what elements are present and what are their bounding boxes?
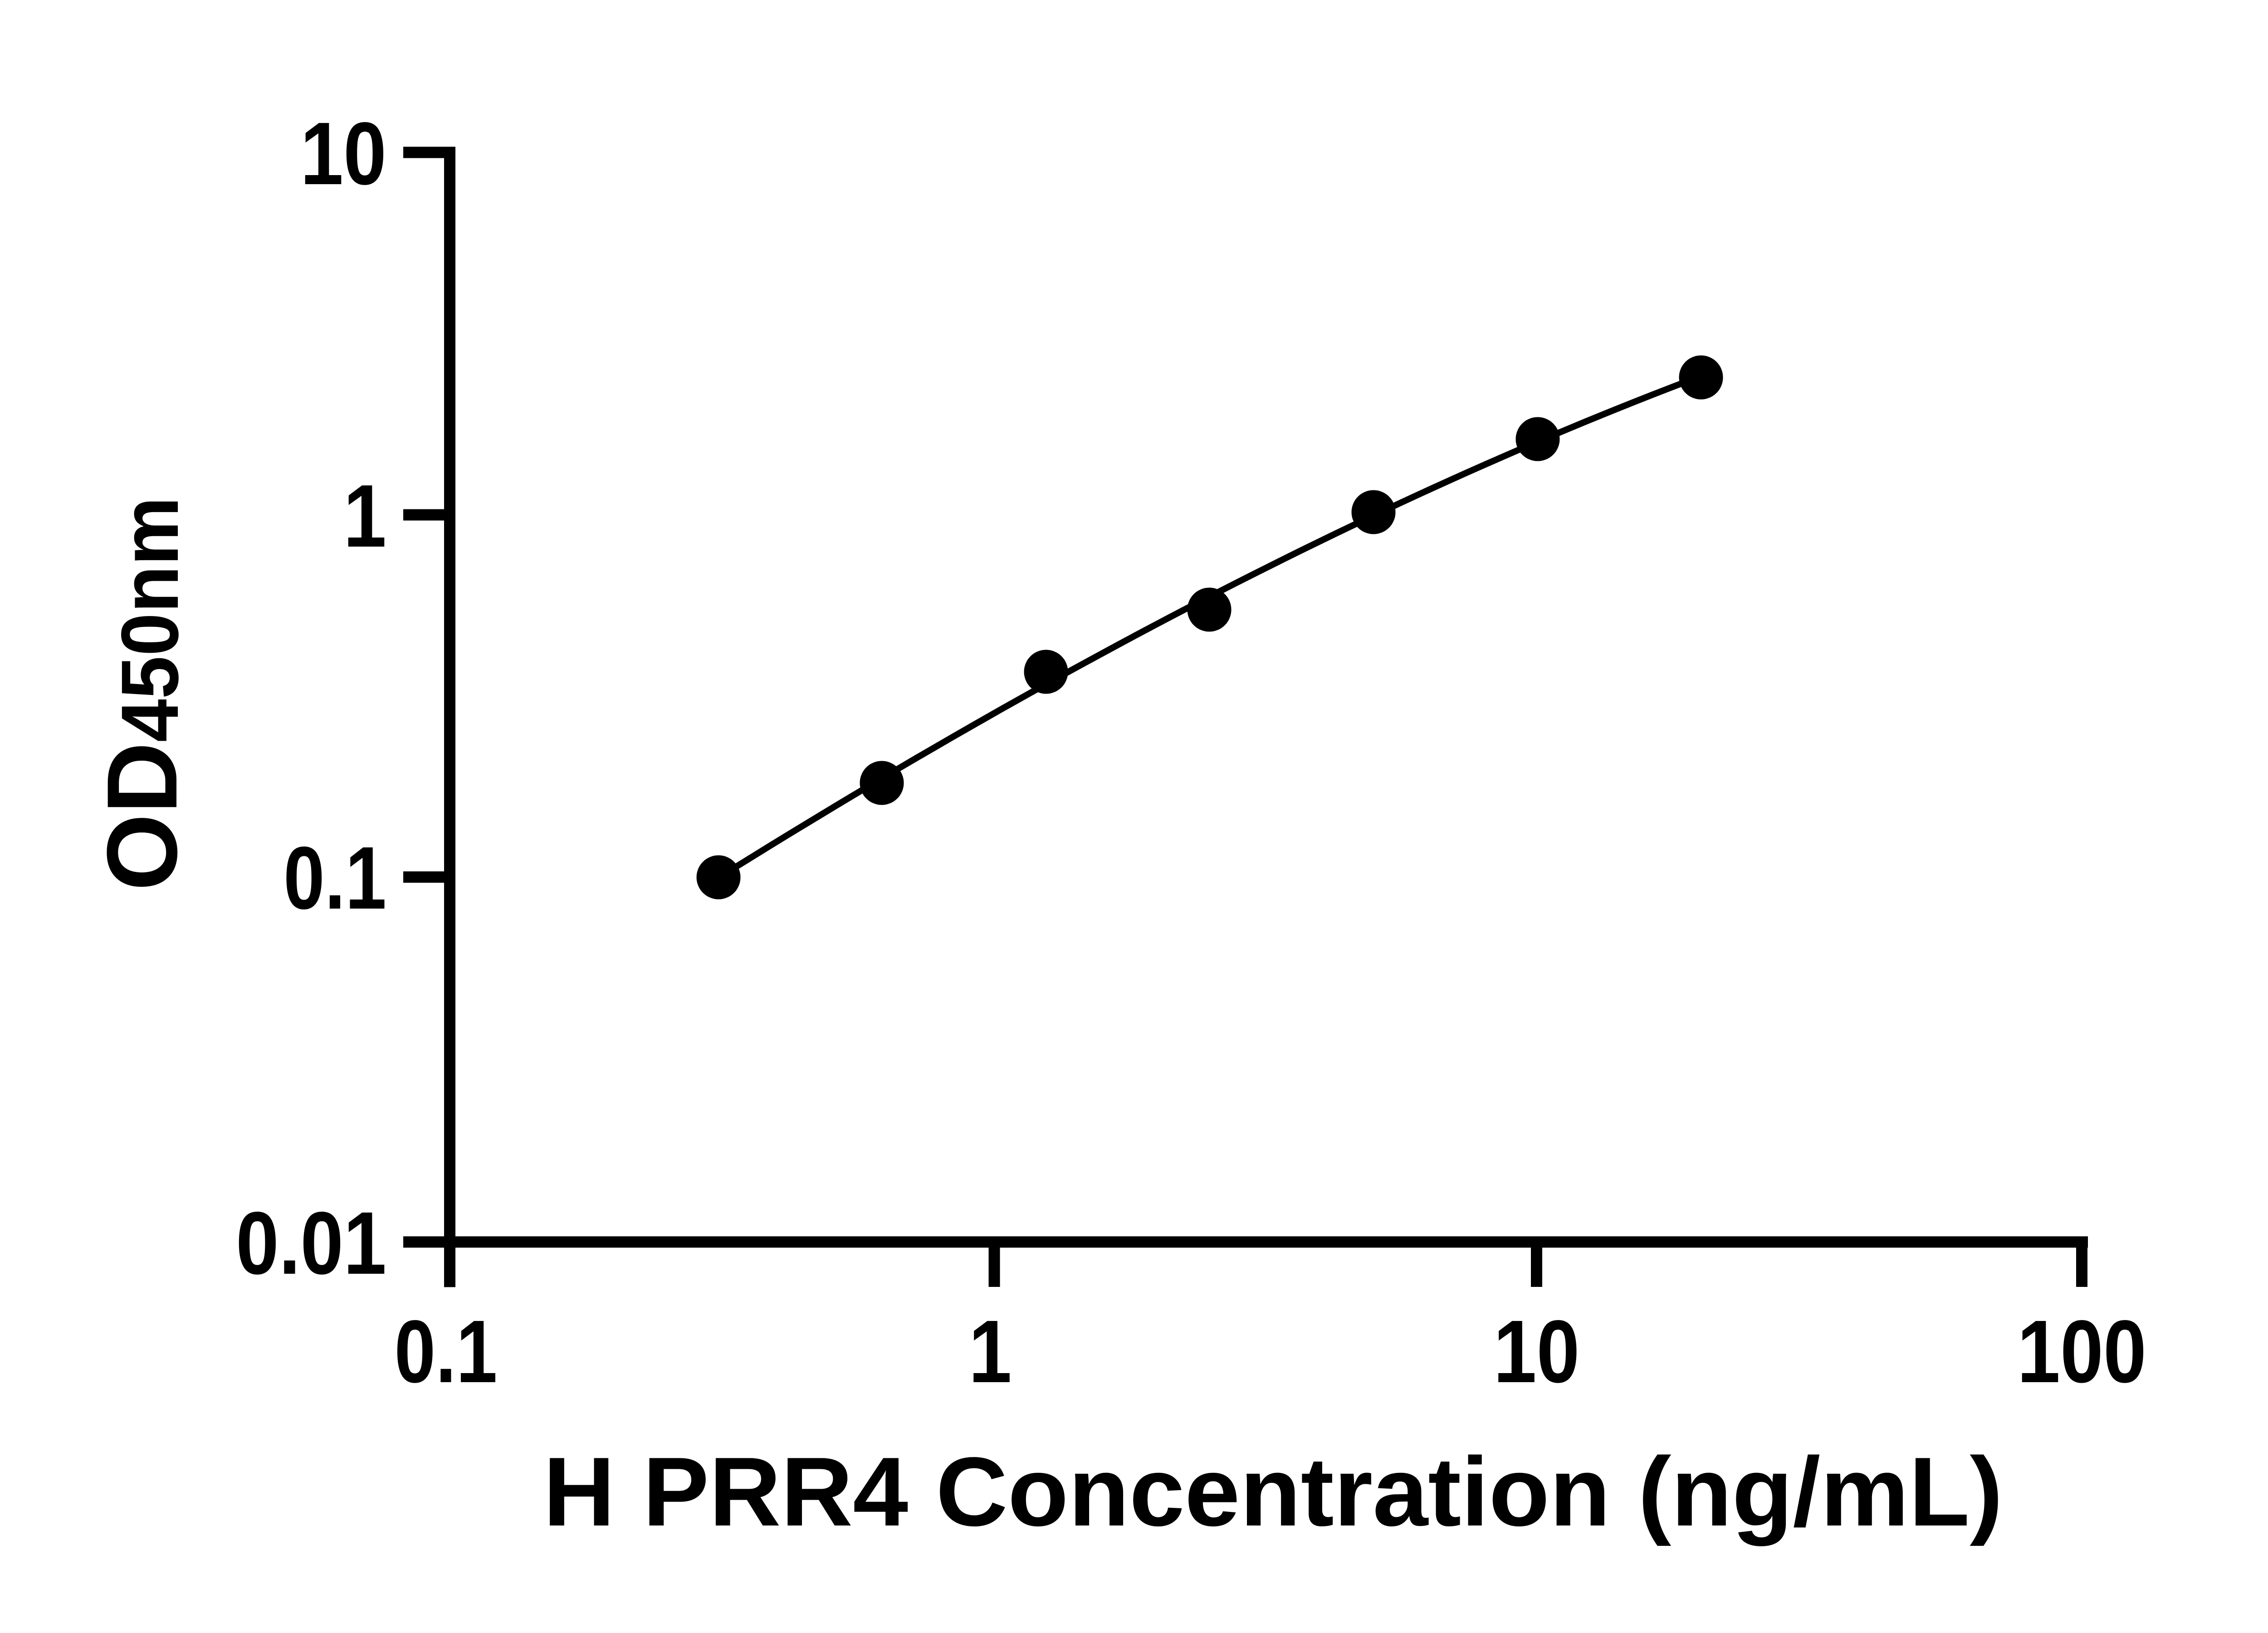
- svg-text:0.01: 0.01: [236, 1193, 386, 1293]
- svg-text:100: 100: [2017, 1302, 2146, 1401]
- svg-text:450nm: 450nm: [104, 497, 195, 742]
- svg-text:10: 10: [300, 104, 386, 203]
- svg-text:10: 10: [1494, 1302, 1580, 1401]
- svg-text:H PRR4 Concentration (ng/mL): H PRR4 Concentration (ng/mL): [543, 1437, 2003, 1546]
- svg-text:1: 1: [343, 466, 386, 566]
- svg-text:0.1: 0.1: [284, 828, 386, 928]
- svg-text:1: 1: [969, 1302, 1012, 1401]
- svg-text:0.1: 0.1: [395, 1302, 498, 1401]
- svg-text:OD: OD: [86, 742, 198, 891]
